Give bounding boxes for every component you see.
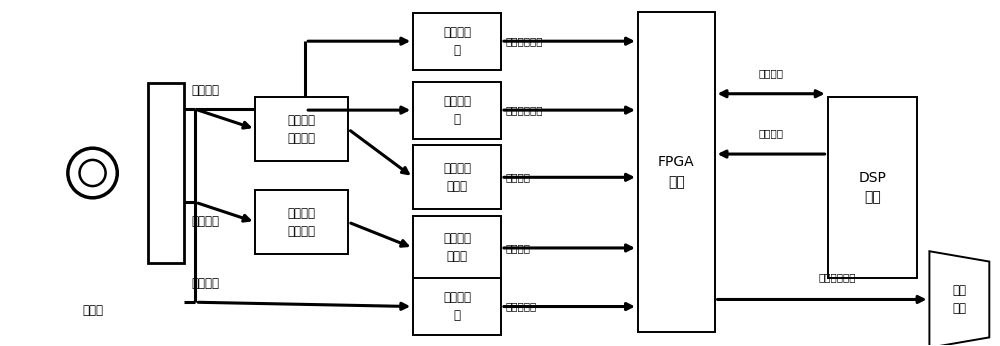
Ellipse shape bbox=[68, 148, 117, 198]
Bar bbox=[638, 12, 715, 332]
Text: 第二比较
器: 第二比较 器 bbox=[443, 94, 471, 126]
Bar bbox=[255, 97, 348, 161]
Text: 余弦信号: 余弦信号 bbox=[191, 215, 219, 228]
Text: 第二模数
转换器: 第二模数 转换器 bbox=[443, 233, 471, 263]
Text: 串行数据输出: 串行数据输出 bbox=[818, 272, 856, 282]
Bar bbox=[148, 83, 184, 263]
Text: 余弦数据: 余弦数据 bbox=[506, 243, 531, 253]
Bar bbox=[413, 216, 501, 280]
Text: 控制信号: 控制信号 bbox=[759, 128, 784, 138]
Text: 第三比较
器: 第三比较 器 bbox=[443, 291, 471, 322]
Text: 缓蔽
存压: 缓蔽 存压 bbox=[952, 284, 966, 315]
Text: 数据总线: 数据总线 bbox=[759, 68, 784, 78]
Bar bbox=[413, 13, 501, 70]
Polygon shape bbox=[929, 251, 989, 346]
Text: 周信号脉冲: 周信号脉冲 bbox=[506, 301, 537, 311]
Bar bbox=[255, 190, 348, 254]
Bar bbox=[413, 278, 501, 335]
Text: 正弦数据: 正弦数据 bbox=[506, 172, 531, 182]
Text: 编码器: 编码器 bbox=[82, 304, 103, 317]
Text: 第一比较
器: 第一比较 器 bbox=[443, 26, 471, 57]
Text: 第二信号
调理模块: 第二信号 调理模块 bbox=[288, 207, 316, 238]
Bar bbox=[413, 82, 501, 138]
Text: 正弦过零脉冲: 正弦过零脉冲 bbox=[506, 105, 543, 115]
Ellipse shape bbox=[80, 160, 106, 186]
Text: 一周信号: 一周信号 bbox=[191, 277, 219, 290]
Bar bbox=[413, 145, 501, 209]
Text: 正弦信号: 正弦信号 bbox=[191, 84, 219, 97]
Text: DSP
模块: DSP 模块 bbox=[859, 171, 886, 204]
Text: FPGA
模块: FPGA 模块 bbox=[658, 155, 695, 189]
Text: 第一信号
调理模块: 第一信号 调理模块 bbox=[288, 113, 316, 145]
Text: 第一模数
转换器: 第一模数 转换器 bbox=[443, 162, 471, 193]
Text: 余弦过零脉冲: 余弦过零脉冲 bbox=[506, 36, 543, 46]
Bar bbox=[828, 97, 917, 278]
